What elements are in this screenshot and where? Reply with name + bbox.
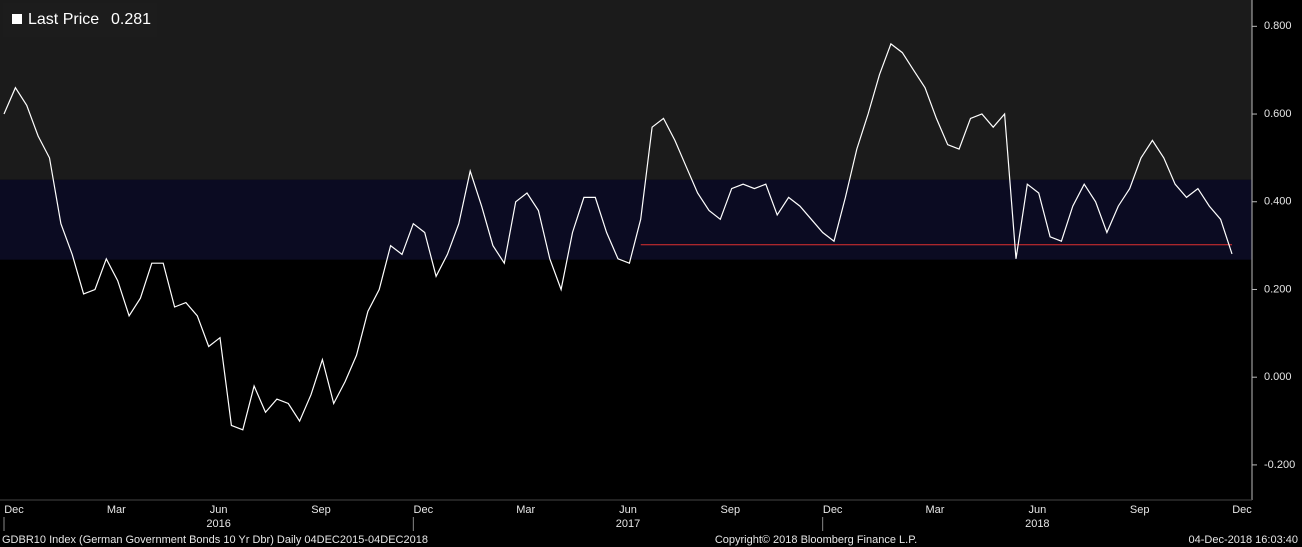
price-line [3,42,1233,431]
x-tick-label: Jun [1028,504,1046,516]
y-tick-label: 0.800 [1264,20,1292,32]
x-year-label: 2017 [616,518,640,530]
x-tick-label: Dec [414,504,434,516]
x-tick-label: Dec [823,504,843,516]
background [0,0,1252,260]
plot [3,42,1233,431]
x-tick-label: Mar [516,504,535,516]
x-tick-label: Dec [1232,504,1252,516]
footer-copyright: Copyright© 2018 Bloomberg Finance L.P. [715,534,917,546]
y-tick-label: 0.600 [1264,108,1292,120]
legend-box [3,3,157,37]
x-tick-label: Mar [926,504,945,516]
y-tick-label: 0.400 [1264,196,1292,208]
legend-swatch [12,14,22,24]
y-tick-label: 0.200 [1264,283,1292,295]
legend-label: Last Price [28,11,99,28]
x-tick-label: Jun [619,504,637,516]
y-tick-label: 0.000 [1264,371,1292,383]
x-year-label: 2018 [1025,518,1049,530]
band [0,0,1252,180]
x-tick-label: Sep [1130,504,1150,516]
x-year-label: 2016 [206,518,230,530]
x-tick-label: Mar [107,504,126,516]
footer-timestamp: 04-Dec-2018 16:03:40 [1189,534,1298,546]
band [0,179,1252,260]
x-tick-label: Sep [721,504,741,516]
y-tick-label: -0.200 [1264,459,1295,471]
x-tick-label: Dec [4,504,24,516]
footer-security: GDBR10 Index (German Government Bonds 10… [2,534,428,546]
x-tick-label: Jun [210,504,228,516]
legend-value: 0.281 [111,11,151,28]
x-tick-label: Sep [311,504,331,516]
